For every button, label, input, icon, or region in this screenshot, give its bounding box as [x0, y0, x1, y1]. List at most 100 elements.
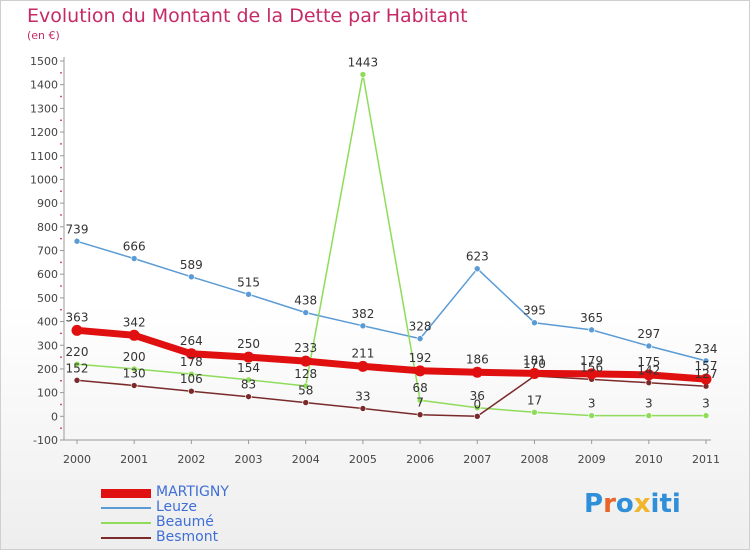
legend-label: Leuze: [156, 499, 198, 515]
data-point: [645, 379, 653, 386]
y-tick-label: 800: [37, 221, 58, 234]
data-point: [71, 324, 83, 336]
data-point: [188, 273, 195, 281]
data-label: 17: [527, 393, 542, 407]
data-label: 175: [637, 355, 660, 369]
data-label: 127: [695, 367, 718, 381]
y-tick-label: 1200: [30, 126, 58, 139]
data-label: 328: [409, 320, 432, 334]
data-point: [302, 382, 310, 390]
data-point: [245, 393, 252, 400]
y-minor-tick: [60, 261, 62, 264]
data-point: [185, 348, 197, 360]
x-tick-label: 2005: [349, 453, 377, 466]
data-point: [586, 368, 598, 380]
data-label: 152: [66, 361, 89, 375]
chart-title: Evolution du Montant de la Dette par Hab…: [27, 5, 468, 27]
legend-swatch: [101, 488, 151, 498]
data-point: [531, 319, 538, 327]
data-label: 211: [351, 346, 374, 360]
data-label: 7: [416, 396, 424, 410]
series-line-1: [76, 240, 707, 362]
logo-letter: P: [584, 489, 604, 519]
y-minor-tick: [60, 166, 62, 169]
y-minor-tick: [60, 214, 62, 216]
data-point: [416, 335, 424, 342]
data-label: 264: [180, 334, 203, 348]
y-minor-tick: [60, 71, 62, 74]
data-point: [188, 387, 195, 395]
data-point: [702, 412, 710, 419]
y-minor-tick: [60, 119, 62, 122]
legend-item: Besmont: [101, 529, 321, 545]
data-label: 363: [66, 310, 89, 324]
data-label: 154: [237, 361, 260, 375]
data-label: 179: [580, 354, 603, 368]
data-point: [531, 408, 538, 416]
data-point: [473, 413, 481, 420]
legend-swatch: [101, 522, 151, 524]
data-point: [245, 291, 252, 298]
data-label: 395: [523, 304, 546, 318]
y-tick-label: 1500: [30, 55, 58, 68]
data-label: 33: [355, 389, 370, 403]
data-label: 58: [298, 384, 313, 398]
data-label: 589: [180, 258, 203, 272]
legend-item: MARTIGNY: [101, 484, 321, 500]
data-label: 0: [473, 397, 481, 411]
x-tick-label: 2009: [578, 453, 606, 466]
logo-letter: o: [615, 489, 634, 519]
data-point: [73, 377, 81, 384]
logo-letter: x: [633, 489, 651, 519]
data-label: 515: [237, 275, 260, 289]
data-label: 192: [409, 351, 432, 365]
x-tick-label: 2007: [463, 453, 491, 466]
data-point: [416, 411, 424, 418]
data-point: [243, 351, 255, 363]
data-label: 170: [523, 357, 546, 371]
x-tick-label: 2008: [520, 453, 548, 466]
legend-swatch: [101, 537, 151, 539]
y-minor-tick: [60, 237, 62, 240]
data-point: [473, 265, 481, 273]
legend-swatch: [101, 507, 151, 509]
data-point: [702, 357, 710, 365]
legend-label: MARTIGNY: [156, 484, 229, 500]
data-label: 83: [241, 378, 256, 392]
logo-letter: i: [650, 489, 660, 519]
data-label: 438: [294, 294, 317, 308]
x-tick-label: 2004: [292, 453, 320, 466]
x-tick-label: 2002: [177, 453, 205, 466]
data-label: 178: [180, 355, 203, 369]
data-label: 382: [351, 307, 374, 321]
x-tick-label: 2001: [120, 453, 148, 466]
data-label: 297: [637, 327, 660, 341]
data-label: 186: [466, 352, 489, 366]
y-tick-label: 1400: [30, 79, 58, 92]
y-minor-tick: [60, 285, 62, 287]
y-minor-tick: [60, 356, 62, 358]
data-label: 623: [466, 250, 489, 264]
data-label: 128: [294, 367, 317, 381]
y-minor-tick: [60, 308, 62, 311]
data-point: [73, 360, 81, 368]
y-tick-label: -100: [33, 434, 58, 447]
y-minor-tick: [60, 379, 62, 382]
data-point: [73, 237, 81, 245]
legend-label: Beaumé: [156, 514, 214, 530]
data-point: [471, 366, 483, 378]
data-point: [700, 373, 712, 385]
data-label: 181: [523, 353, 546, 367]
data-point: [188, 370, 195, 378]
y-minor-tick: [60, 95, 62, 98]
y-minor-tick: [60, 332, 62, 335]
data-point: [128, 329, 140, 341]
unit-label: (en €): [27, 29, 60, 42]
data-point: [645, 412, 653, 419]
data-label: 157: [695, 359, 718, 373]
data-label: 142: [637, 364, 660, 378]
legend-item: Leuze: [101, 499, 321, 515]
data-point: [414, 365, 426, 377]
y-tick-label: 700: [37, 245, 58, 258]
